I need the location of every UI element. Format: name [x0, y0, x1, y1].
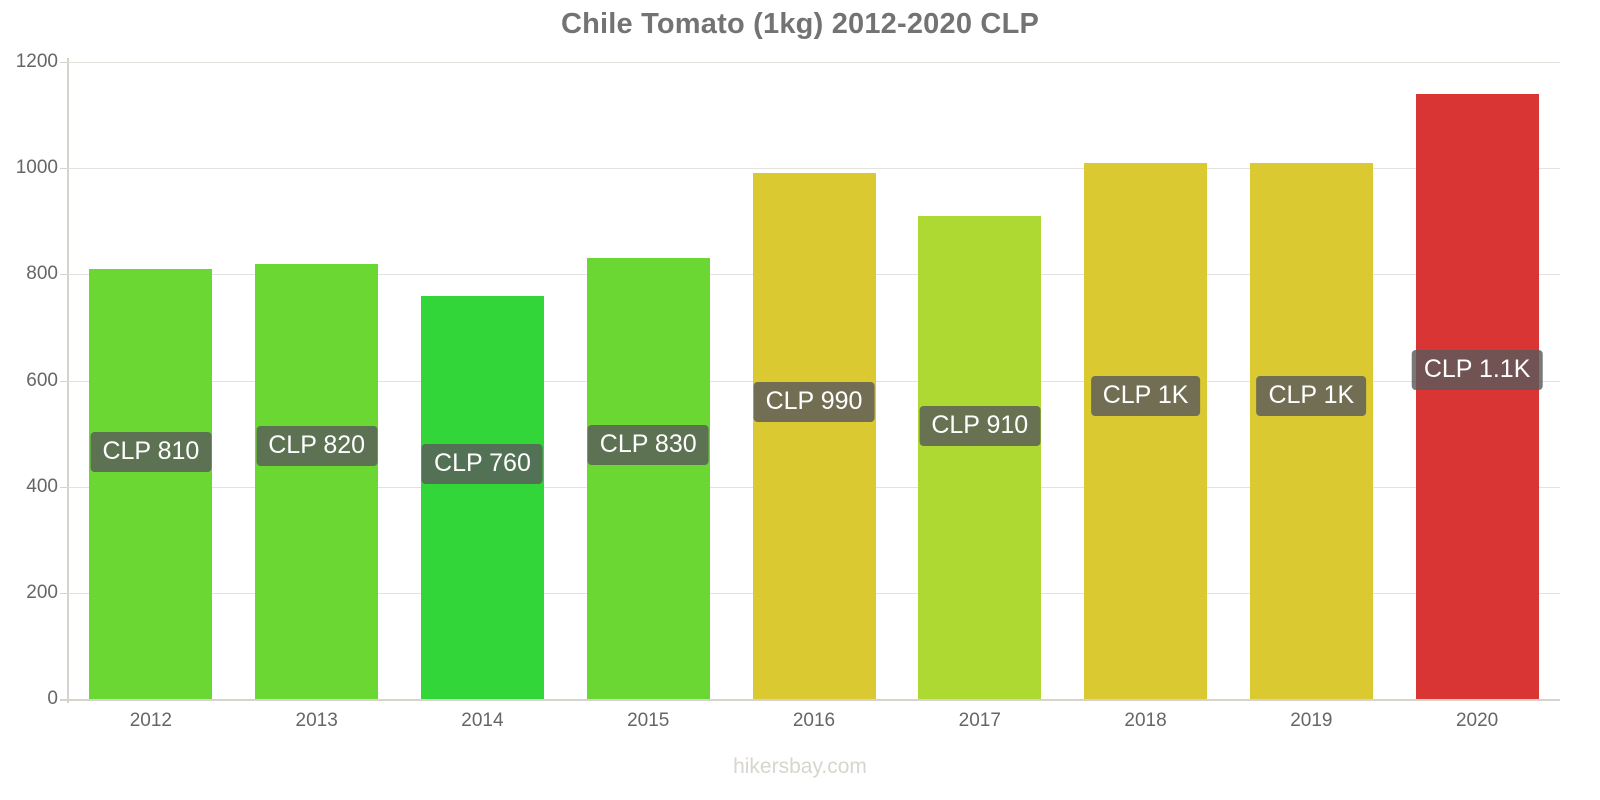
x-axis-tick-label: 2013 [295, 710, 338, 731]
bar-value-label: CLP 1K [1256, 376, 1367, 416]
bar-value-label: CLP 830 [587, 425, 709, 465]
x-axis-tick-label: 2016 [792, 710, 836, 731]
bar[interactable] [1249, 162, 1373, 699]
bar[interactable] [752, 173, 876, 699]
bar-value-label: CLP 820 [256, 426, 378, 466]
y-axis-tick-labels: 0 200 400 600 800 1000 1200 [0, 51, 58, 709]
x-axis-tick-label: 2018 [1124, 710, 1167, 731]
y-axis-tick-label: 800 [26, 263, 58, 285]
bar-value-label: CLP 760 [422, 444, 543, 484]
y-axis-tick-mark [60, 274, 68, 276]
gridline [68, 168, 1560, 170]
y-axis-tick-label: 1000 [15, 157, 58, 179]
bar-value-label: CLP 990 [753, 382, 875, 422]
y-axis-tick-mark [60, 699, 68, 700]
y-axis-tick-mark [60, 380, 68, 382]
bar[interactable] [918, 215, 1042, 699]
chart-title: Chile Tomato (1kg) 2012-2020 CLP [560, 8, 1040, 40]
bar[interactable] [255, 263, 379, 699]
bar[interactable] [89, 269, 213, 699]
bar[interactable] [1084, 162, 1208, 699]
x-axis-tick-label: 2012 [129, 710, 173, 731]
y-axis-tick-mark [60, 592, 68, 594]
bar-value-label: CLP 1K [1090, 376, 1201, 416]
y-axis-tick-mark [60, 62, 68, 63]
y-axis-tick-label: 0 [47, 688, 58, 709]
x-axis-tick-label: 2014 [461, 710, 504, 731]
plot-area [68, 62, 1560, 699]
source-attribution: hikersbay.com [733, 755, 867, 778]
bar-value-label: CLP 810 [90, 432, 212, 472]
bar-value-label: CLP 910 [919, 406, 1041, 446]
y-axis-tick-label: 1200 [15, 51, 58, 72]
gridline [68, 62, 1560, 63]
y-axis-tick-label: 400 [26, 475, 58, 497]
bar[interactable] [586, 258, 710, 699]
x-axis-line [60, 699, 1560, 701]
y-axis-tick-mark [60, 486, 68, 488]
x-axis-tick-label: 2020 [1455, 710, 1499, 731]
x-axis-tick-label: 2015 [627, 710, 670, 731]
x-axis-tick-label: 2017 [958, 710, 1001, 731]
bar[interactable] [420, 295, 544, 699]
y-axis-tick-mark [60, 168, 68, 170]
bar-value-label: CLP 1.1K [1411, 350, 1543, 390]
y-axis-tick-label: 200 [26, 581, 58, 603]
y-axis-tick-label: 600 [26, 369, 58, 391]
bar[interactable] [1415, 93, 1539, 699]
x-axis-tick-label: 2019 [1290, 710, 1333, 731]
